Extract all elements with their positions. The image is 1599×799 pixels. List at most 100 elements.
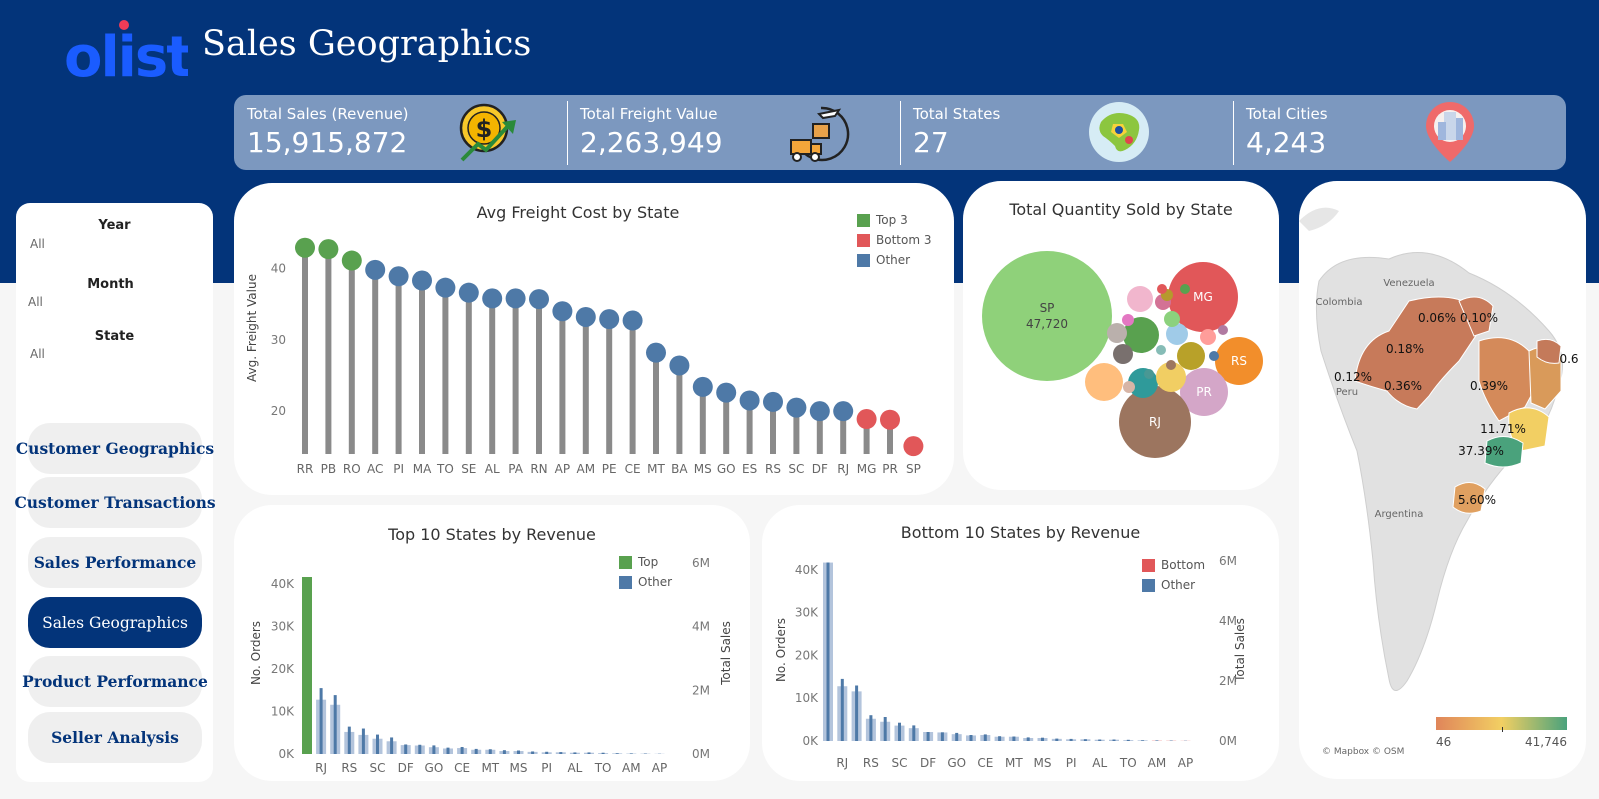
freight-x-tick: AP — [555, 462, 570, 476]
freight-lollipop-dot — [809, 401, 830, 422]
kpi-divider — [567, 101, 568, 165]
state-bubble — [1166, 323, 1188, 345]
x-tick: RS — [341, 761, 357, 775]
nav-product-performance-button[interactable]: Product Performance — [22, 656, 208, 707]
legend-other: Other — [1142, 578, 1195, 592]
sales-bar — [955, 732, 959, 741]
x-tick: GO — [947, 756, 966, 770]
freight-lollipop-dot — [482, 288, 503, 309]
x-tick: SC — [370, 761, 386, 775]
legend-label: Bottom — [1161, 558, 1206, 572]
x-tick: AP — [652, 761, 667, 775]
state-bubble — [1156, 362, 1186, 392]
bubble-chart-card: Total Quantity Sold by State SP 47,720 MG R… — [963, 181, 1279, 490]
freight-x-tick: CE — [625, 462, 641, 476]
bubble-label: RJ — [1149, 415, 1161, 429]
country-label: Venezuela — [1383, 278, 1434, 289]
state-bubble — [1218, 325, 1228, 335]
freight-x-tick: AM — [577, 462, 596, 476]
bottom10-chart-card: Bottom 10 States by Revenue No. Orders To… — [762, 505, 1279, 781]
legend-label: Bottom 3 — [876, 233, 932, 247]
nav-seller-analysis-button[interactable]: Seller Analysis — [28, 712, 202, 763]
dollar-coin-growth-icon: $ — [459, 103, 516, 162]
x-tick: TO — [594, 761, 612, 775]
sales-bar — [912, 725, 916, 741]
freight-x-tick: SP — [906, 462, 921, 476]
state-percent-label: 0.12% — [1334, 370, 1372, 384]
bubble-chart: SP 47,720 MG RS PR RJ — [982, 251, 1263, 458]
freight-x-tick: RS — [765, 462, 781, 476]
sales-bar — [1141, 740, 1145, 741]
brazil-state-map[interactable]: Venezuela Colombia Peru Argentina 0.06% 0.10%… — [1299, 181, 1586, 779]
orders-y-tick: 30K — [271, 620, 295, 634]
freight-lollipop-chart: Avg. Freight Value 20 30 40 RR PB RO AC PI MA TO SE… — [245, 237, 924, 476]
sales-bar — [361, 728, 365, 754]
legend-top3: Top 3 — [857, 213, 908, 227]
state-bubble — [982, 251, 1112, 381]
freight-lollipop-dot — [341, 250, 362, 271]
filter-year-value[interactable]: All — [30, 237, 45, 251]
state-percent-label: 0.06% — [1418, 311, 1456, 325]
map-card: Venezuela Colombia Peru Argentina 0.06% 0.10%… — [1299, 181, 1586, 779]
legend-swatch — [857, 213, 870, 227]
freight-lollipop-stem — [419, 280, 425, 454]
kpi-label: Total Freight Value — [580, 105, 718, 123]
freight-lollipop-dot — [295, 237, 315, 258]
state-bubble — [1157, 284, 1167, 294]
orders-axis-title: No. Orders — [774, 618, 788, 682]
sales-bar — [587, 752, 591, 754]
x-tick: RS — [863, 756, 879, 770]
state-percent-label: 0.39% — [1470, 379, 1508, 393]
nav-customer-geographics-button[interactable]: Customer Geographics — [16, 423, 214, 474]
freight-lollipop-dot — [622, 310, 643, 331]
freight-x-tick: MT — [647, 462, 665, 476]
sales-bar — [855, 685, 859, 741]
sales-bar — [333, 695, 337, 754]
freight-chart-card: Avg Freight Cost by State Avg. Freight V… — [234, 183, 954, 495]
sales-bar — [376, 734, 379, 754]
sales-bar — [474, 748, 478, 754]
filter-state-value[interactable]: All — [30, 347, 45, 361]
freight-x-tick: SC — [788, 462, 804, 476]
sales-bar — [840, 678, 844, 741]
sales-y-tick: 6M — [692, 556, 710, 570]
x-tick: GO — [425, 761, 444, 775]
filter-month-value[interactable]: All — [28, 295, 43, 309]
freight-lollipop-stem — [793, 407, 800, 454]
freight-lollipop-dot — [903, 436, 924, 457]
state-bubble — [1119, 386, 1191, 458]
kpi-total-states: Total States 27 — [900, 95, 1233, 170]
country-label: Colombia — [1316, 297, 1363, 308]
x-tick: DF — [920, 756, 936, 770]
freight-x-tick: BA — [671, 462, 688, 476]
sales-bar — [615, 753, 619, 754]
x-tick: MS — [510, 761, 528, 775]
sales-bar — [1012, 736, 1016, 741]
state-bubble — [1144, 369, 1154, 379]
state-bubble — [1200, 329, 1216, 345]
x-tick: AM — [622, 761, 641, 775]
bottom10-chart-title: Bottom 10 States by Revenue — [900, 523, 1141, 542]
x-tick: RJ — [836, 756, 848, 770]
top10-bar-chart: No. Orders Total Sales 0K 10K 20K 30K 40K 0M 2M 4… — [249, 556, 733, 775]
x-tick: AM — [1148, 756, 1167, 770]
x-tick: MT — [1005, 756, 1023, 770]
freight-lollipop-stem — [465, 292, 472, 454]
brazil-center-region — [1478, 337, 1540, 422]
freight-lollipop-stem — [863, 419, 870, 454]
legend-swatch — [857, 253, 870, 267]
filter-state-label: State — [94, 329, 135, 344]
nav-sales-geographics-button[interactable]: Sales Geographics — [28, 597, 202, 648]
bubble-label: MG — [1193, 290, 1213, 304]
state-percent-label: 0.18% — [1386, 342, 1424, 356]
sales-bar — [545, 751, 549, 754]
orders-y-tick: 30K — [795, 606, 819, 620]
nav-customer-transactions-button[interactable]: Customer Transactions — [14, 477, 216, 528]
freight-lollipop-dot — [412, 270, 432, 291]
filter-month-label: Month — [87, 277, 134, 292]
orders-y-tick: 20K — [271, 662, 295, 676]
nav-sales-performance-button[interactable]: Sales Performance — [28, 537, 202, 588]
sales-bar — [629, 753, 633, 754]
legend-label: Other — [1161, 578, 1196, 592]
freight-lollipop-dot — [856, 409, 877, 430]
